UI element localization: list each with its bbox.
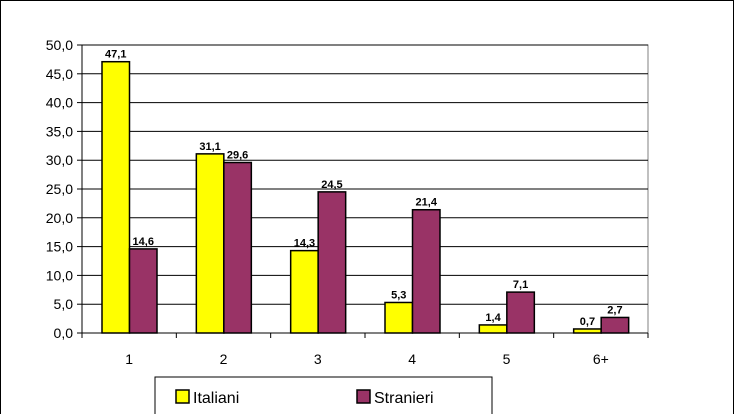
y-tick-label: 30,0: [46, 152, 73, 168]
bar-stranieri: [506, 291, 536, 334]
data-label: 24,5: [321, 179, 342, 191]
y-tick-label: 20,0: [46, 210, 73, 226]
grid-layer: [81, 44, 649, 334]
legend-swatch: [356, 389, 371, 404]
bar-stranieri: [128, 248, 158, 334]
data-label: 7,1: [513, 279, 528, 291]
y-tick-label: 5,0: [54, 296, 74, 312]
bar-italiani: [195, 153, 225, 334]
bar-italiani: [289, 249, 319, 334]
bar-stranieri: [317, 191, 347, 334]
bar-italiani: [101, 60, 131, 334]
x-tick-label: 5: [503, 351, 511, 367]
y-tick-label: 25,0: [46, 181, 73, 197]
y-tick-label: 10,0: [46, 267, 73, 283]
legend-box: [154, 376, 493, 419]
y-tick-label: 45,0: [46, 66, 73, 82]
data-label: 14,3: [294, 238, 315, 250]
x-tick-label: 1: [125, 351, 133, 367]
legend-swatch: [175, 389, 190, 404]
legend-label: Italiani: [193, 390, 239, 407]
x-tick-label: 6+: [593, 351, 609, 367]
x-tick-label: 3: [314, 351, 322, 367]
axis-layer: 0,05,010,015,020,025,030,035,040,045,050…: [46, 37, 649, 367]
legend-label: Stranieri: [374, 390, 434, 407]
data-label: 31,1: [199, 141, 220, 153]
legend: Italiani Stranieri: [154, 376, 493, 419]
data-label: 5,3: [391, 289, 406, 301]
data-label: 21,4: [416, 197, 438, 209]
bar-italiani: [572, 328, 602, 334]
bar-italiani: [384, 301, 414, 334]
bar-stranieri: [411, 208, 441, 334]
data-label: 2,7: [607, 304, 622, 316]
data-label: 0,7: [580, 316, 595, 328]
bar-italiani: [478, 324, 508, 334]
y-tick-label: 15,0: [46, 239, 73, 255]
data-label: 47,1: [105, 49, 126, 61]
y-tick-label: 50,0: [46, 37, 73, 53]
x-tick-label: 4: [408, 351, 416, 367]
bar-stranieri: [600, 316, 630, 334]
label-layer: 47,1 31,1 14,3 5,3 1,4 0,7 14,6 29,6 24,5 21,4 7,1…: [105, 49, 623, 328]
bar-layer: [101, 60, 630, 334]
bar-stranieri: [223, 161, 253, 334]
data-label: 1,4: [485, 312, 501, 324]
data-label: 14,6: [133, 236, 154, 248]
y-tick-label: 0,0: [54, 325, 74, 341]
y-tick-label: 40,0: [46, 95, 73, 111]
y-tick-label: 35,0: [46, 123, 73, 139]
x-tick-label: 2: [220, 351, 228, 367]
data-label: 29,6: [227, 150, 248, 162]
